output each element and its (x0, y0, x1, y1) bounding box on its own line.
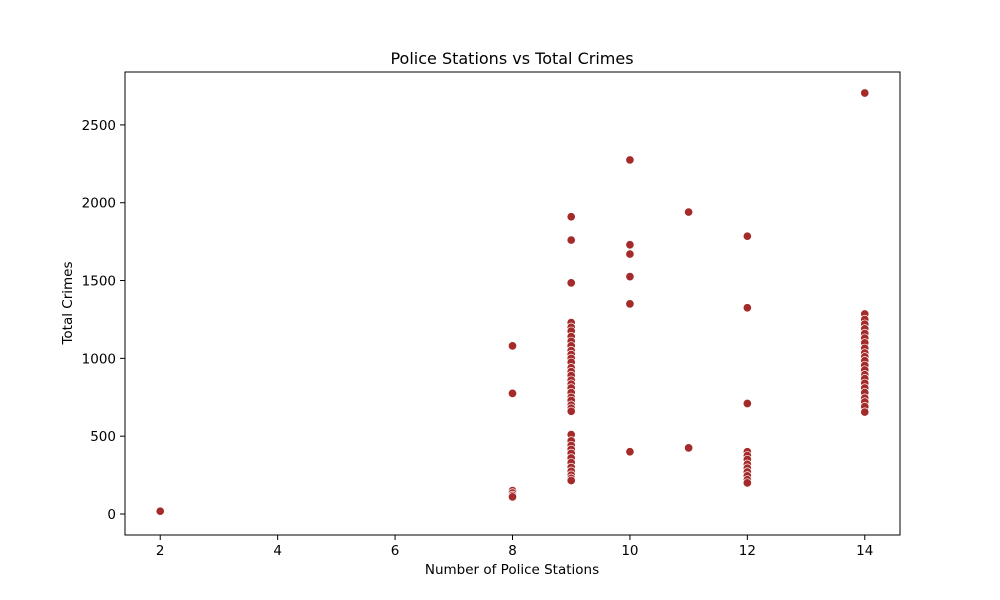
data-point (742, 398, 752, 409)
chart-title: Police Stations vs Total Crimes (390, 49, 633, 68)
data-point (507, 388, 518, 398)
data-point (625, 249, 635, 259)
y-tick-label: 2500 (82, 118, 116, 134)
points-layer (155, 88, 870, 516)
x-axis-ticks: 2 4 6 8 10 12 14 (156, 535, 873, 559)
data-point (684, 207, 694, 217)
x-tick-label: 12 (739, 543, 756, 559)
data-point (507, 341, 518, 351)
data-point (742, 303, 752, 313)
plot-frame (124, 71, 901, 536)
data-point (566, 235, 576, 245)
data-point (625, 447, 635, 457)
data-point (860, 88, 870, 98)
data-point (625, 155, 635, 165)
data-point (155, 506, 165, 516)
data-point (742, 478, 752, 488)
x-axis-label: Number of Police Stations (425, 562, 599, 578)
y-tick-label: 0 (107, 507, 116, 523)
data-point (742, 231, 752, 241)
data-point (684, 443, 694, 453)
y-tick-label: 1000 (82, 351, 116, 367)
y-tick-label: 2000 (82, 196, 116, 212)
x-tick-label: 14 (856, 543, 873, 559)
data-point (860, 407, 870, 417)
x-tick-label: 10 (621, 543, 638, 559)
y-tick-label: 1500 (82, 274, 116, 290)
data-point (507, 492, 518, 502)
x-tick-label: 6 (391, 543, 400, 559)
y-axis-ticks: 0 500 1000 1500 2000 2500 (82, 118, 125, 523)
data-point (566, 278, 576, 288)
data-point (625, 272, 635, 282)
data-point (566, 406, 576, 416)
x-tick-label: 4 (273, 543, 282, 559)
x-tick-label: 2 (156, 543, 165, 559)
data-point (566, 212, 576, 222)
x-tick-label: 8 (508, 543, 517, 559)
data-point (566, 475, 576, 486)
y-tick-label: 500 (90, 429, 116, 445)
data-point (625, 299, 635, 309)
data-point (625, 240, 635, 250)
y-axis-label: Total Crimes (60, 261, 76, 345)
